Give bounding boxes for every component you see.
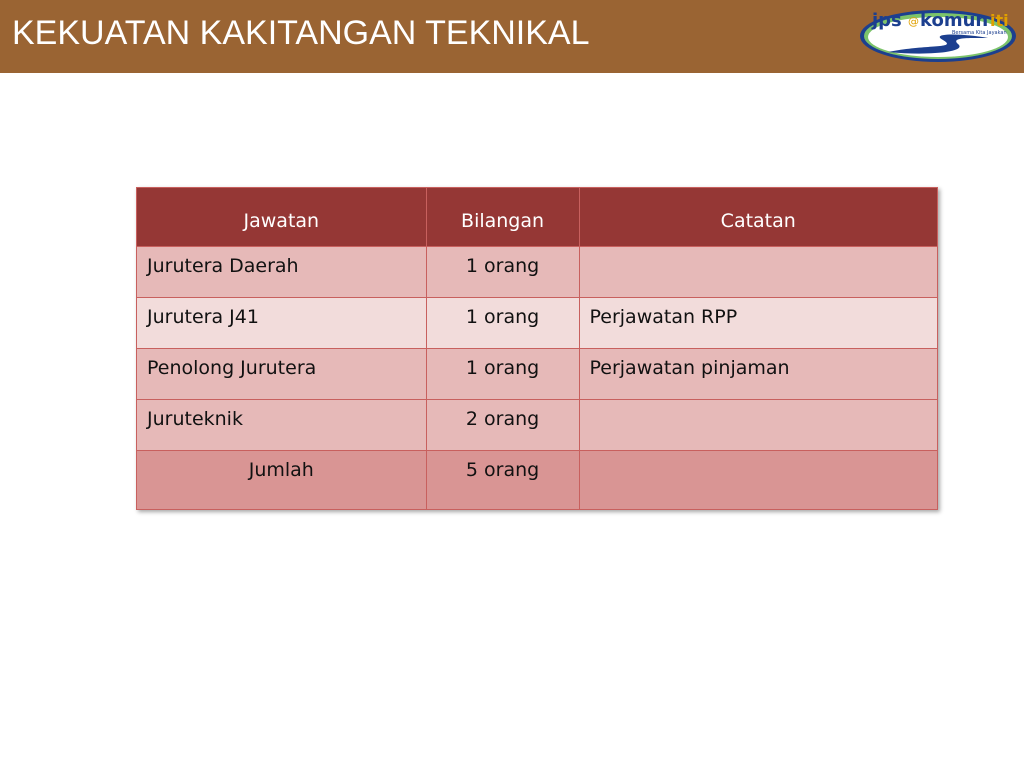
table-row: Juruteknik 2 orang — [136, 399, 938, 451]
cell-bilangan: 1 orang — [425, 246, 580, 298]
cell-catatan: Perjawatan RPP — [578, 297, 938, 349]
svg-text:iti: iti — [990, 11, 1009, 30]
svg-text:@: @ — [908, 15, 919, 28]
total-catatan — [578, 450, 938, 510]
staff-table: Jawatan Bilangan Catatan Jurutera Daerah… — [136, 187, 938, 510]
jps-komuniti-logo: jps @ komun iti Bersama Kita Jayakan — [860, 10, 1016, 62]
cell-catatan: Perjawatan pinjaman — [578, 348, 938, 400]
cell-bilangan: 2 orang — [425, 399, 580, 451]
title-bar: KEKUATAN KAKITANGAN TEKNIKAL jps @ komun… — [0, 0, 1024, 73]
table-row: Penolong Jurutera 1 orang Perjawatan pin… — [136, 348, 938, 400]
cell-jawatan: Jurutera J41 — [136, 297, 427, 349]
slide-title: KEKUATAN KAKITANGAN TEKNIKAL — [12, 14, 590, 52]
cell-jawatan: Juruteknik — [136, 399, 427, 451]
cell-catatan — [578, 246, 938, 298]
table-header-row: Jawatan Bilangan Catatan — [136, 187, 938, 247]
cell-jawatan: Penolong Jurutera — [136, 348, 427, 400]
header-catatan: Catatan — [578, 187, 938, 247]
cell-bilangan: 1 orang — [425, 297, 580, 349]
svg-text:jps: jps — [871, 10, 902, 31]
header-bilangan: Bilangan — [425, 187, 580, 247]
cell-jawatan: Jurutera Daerah — [136, 246, 427, 298]
table-row: Jurutera J41 1 orang Perjawatan RPP — [136, 297, 938, 349]
svg-text:Bersama Kita Jayakan: Bersama Kita Jayakan — [952, 30, 1007, 36]
total-bilangan: 5 orang — [425, 450, 580, 510]
total-row: Jumlah 5 orang — [136, 450, 938, 510]
cell-bilangan: 1 orang — [425, 348, 580, 400]
header-jawatan: Jawatan — [136, 187, 427, 247]
svg-text:komun: komun — [920, 10, 988, 31]
total-label: Jumlah — [136, 450, 427, 510]
cell-catatan — [578, 399, 938, 451]
table-row: Jurutera Daerah 1 orang — [136, 246, 938, 298]
